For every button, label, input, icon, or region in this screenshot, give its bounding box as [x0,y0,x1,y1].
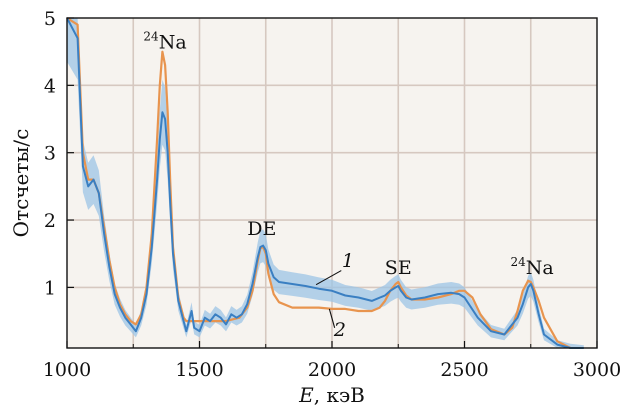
y-tick-label: 1 [44,277,56,299]
series-lines [66,17,584,349]
peak-label: SE [385,257,412,279]
peak-label-text: Na [526,257,554,279]
y-tick-label: 2 [44,210,56,232]
x-tick-label: 1500 [175,359,223,381]
x-tick-label: 3000 [573,359,621,381]
x-tick-label: 1000 [43,359,91,381]
axis-ticks: 1000 1500 2000 2500 3000 1 2 3 4 5 [43,8,621,381]
curve-label-leader [315,270,342,286]
curve-label: 2 [333,319,346,341]
x-axis-unit: , кэВ [314,383,365,407]
peak-label-superscript: 24 [143,29,159,43]
series-1-band [67,18,584,348]
series-line-1 [66,17,584,349]
x-tick-label: 2000 [308,359,356,381]
y-tick-label: 3 [44,143,56,165]
peak-label-superscript: 24 [510,255,526,269]
curve-label: 1 [342,250,354,272]
peak-label: DE [247,218,276,240]
peak-label: 24Na [510,255,553,279]
y-tick-label: 5 [44,8,56,30]
peak-label-text: Na [159,31,187,53]
y-axis-label: Отсчеты/с [9,129,33,238]
x-axis-variable: E [298,383,314,407]
peak-label: 24Na [143,29,186,53]
curve-label-leader [328,308,336,328]
y-tick-label: 4 [44,75,56,97]
series-1-uncertainty-band [67,18,584,348]
x-axis-label: E, кэВ [298,383,365,407]
x-tick-label: 2500 [440,359,488,381]
